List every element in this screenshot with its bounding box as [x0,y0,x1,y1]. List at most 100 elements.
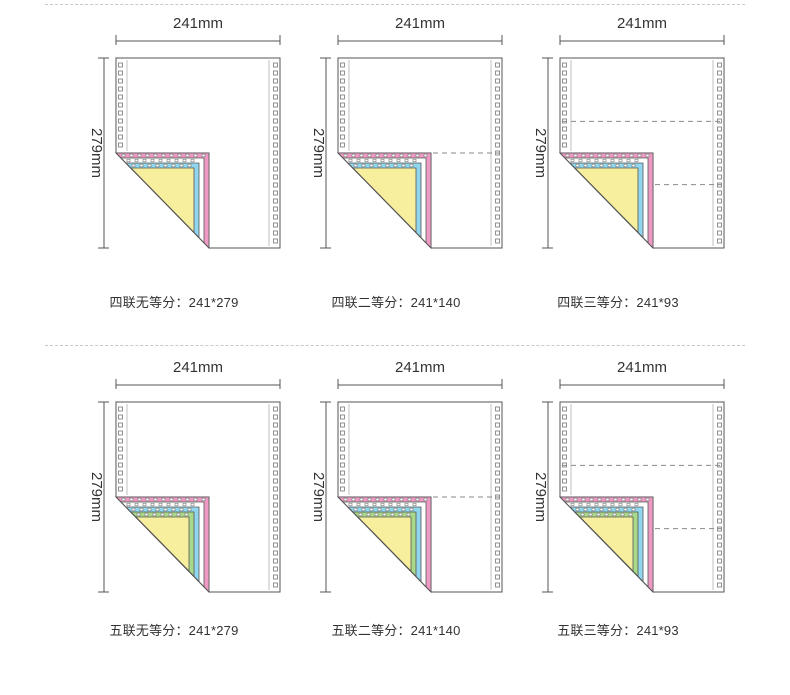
panel-caption: 五联三等分：241*93 [557,623,679,638]
sprocket-hole [118,94,123,100]
ply-sprocket-hole [377,163,382,168]
sprocket-hole [562,62,567,68]
sprocket-hole [495,470,500,476]
sprocket-hole [495,126,500,132]
sprocket-hole [717,174,722,180]
sprocket-hole [495,430,500,436]
ply-sprocket-hole [573,497,578,502]
ply-sprocket-hole [645,497,650,502]
ply-sprocket-hole [169,153,174,158]
height-dimension-label: 279mm [88,128,105,178]
sprocket-hole [562,414,567,420]
sprocket-hole [273,462,278,468]
ply-sprocket-hole [631,507,636,512]
ply-sprocket-hole [404,502,409,507]
sprocket-hole [562,438,567,444]
sprocket-hole [562,470,567,476]
sprocket-hole [118,422,123,428]
sprocket-hole [717,222,722,228]
ply-sprocket-hole [348,502,353,507]
ply-sprocket-hole [185,497,190,502]
sprocket-hole [717,238,722,244]
sprocket-hole [273,126,278,132]
ply-sprocket-hole [145,153,150,158]
ply-sprocket-hole [171,507,176,512]
ply-sprocket-hole [586,502,591,507]
ply-sprocket-hole [134,502,139,507]
ply-sprocket-hole [580,512,585,517]
sprocket-hole [495,222,500,228]
ply-sprocket-hole [396,502,401,507]
ply-sprocket-hole [401,163,406,168]
ply-sprocket-hole [629,153,634,158]
ply-sprocket-hole [375,153,380,158]
ply-sprocket-hole [607,163,612,168]
ply-sprocket-hole [142,502,147,507]
ply-sprocket-hole [356,502,361,507]
ply-sprocket-hole [629,497,634,502]
ply-sprocket-hole [147,507,152,512]
sprocket-hole [717,110,722,116]
sprocket-hole [717,166,722,172]
ply-sprocket-hole [620,512,625,517]
ply-sprocket-hole [594,158,599,163]
sprocket-hole [717,454,722,460]
fold-diagonal [115,496,210,593]
ply-sprocket-hole [412,502,417,507]
sprocket-hole [717,574,722,580]
sprocket-hole [717,78,722,84]
ply-sprocket-hole [599,163,604,168]
width-dimension-label: 241mm [617,15,667,32]
sprocket-hole [340,94,345,100]
sprocket-hole [495,446,500,452]
ply-sprocket-hole [599,507,604,512]
form-panel-4ply-half: 241mm 279mm 四联二等分：241*140 [306,0,503,330]
ply-sprocket-hole [391,497,396,502]
sprocket-hole [340,486,345,492]
sprocket-hole [495,422,500,428]
sprocket-hole [118,454,123,460]
sprocket-hole [495,166,500,172]
ply-sprocket-hole [166,158,171,163]
ply-sprocket-hole [136,512,141,517]
ply-sprocket-hole [628,512,633,517]
ply-sprocket-hole [351,153,356,158]
sprocket-hole [340,134,345,140]
sprocket-hole [495,438,500,444]
ply-sprocket-hole [605,497,610,502]
sprocket-hole [562,446,567,452]
sprocket-hole [118,142,123,148]
sprocket-hole [717,446,722,452]
ply-sprocket-hole [596,512,601,517]
ply-sprocket-hole [187,507,192,512]
ply-sprocket-hole [605,153,610,158]
sprocket-hole [273,206,278,212]
ply-sprocket-hole [393,163,398,168]
sprocket-hole [273,150,278,156]
height-dimension-label: 279mm [310,472,327,522]
ply-sprocket-hole [621,497,626,502]
sprocket-hole [118,486,123,492]
sprocket-hole [118,62,123,68]
ply-sprocket-hole [193,497,198,502]
ply-sprocket-hole [137,153,142,158]
sprocket-hole [273,86,278,92]
sprocket-hole [273,526,278,532]
ply-sprocket-hole [589,497,594,502]
ply-sprocket-hole [613,497,618,502]
sprocket-hole [717,70,722,76]
sprocket-hole [118,118,123,124]
ply-sprocket-hole [391,153,396,158]
ply-sprocket-hole [366,512,371,517]
ply-sprocket-hole [343,497,348,502]
sprocket-hole [717,86,722,92]
ply-sprocket-hole [126,158,131,163]
height-dimension-label: 279mm [310,128,327,178]
sprocket-hole [273,566,278,572]
sprocket-hole [273,78,278,84]
ply-sprocket-hole [372,502,377,507]
sprocket-hole [495,566,500,572]
sprocket-hole [273,94,278,100]
ply-sprocket-hole [131,507,136,512]
sprocket-hole [562,422,567,428]
